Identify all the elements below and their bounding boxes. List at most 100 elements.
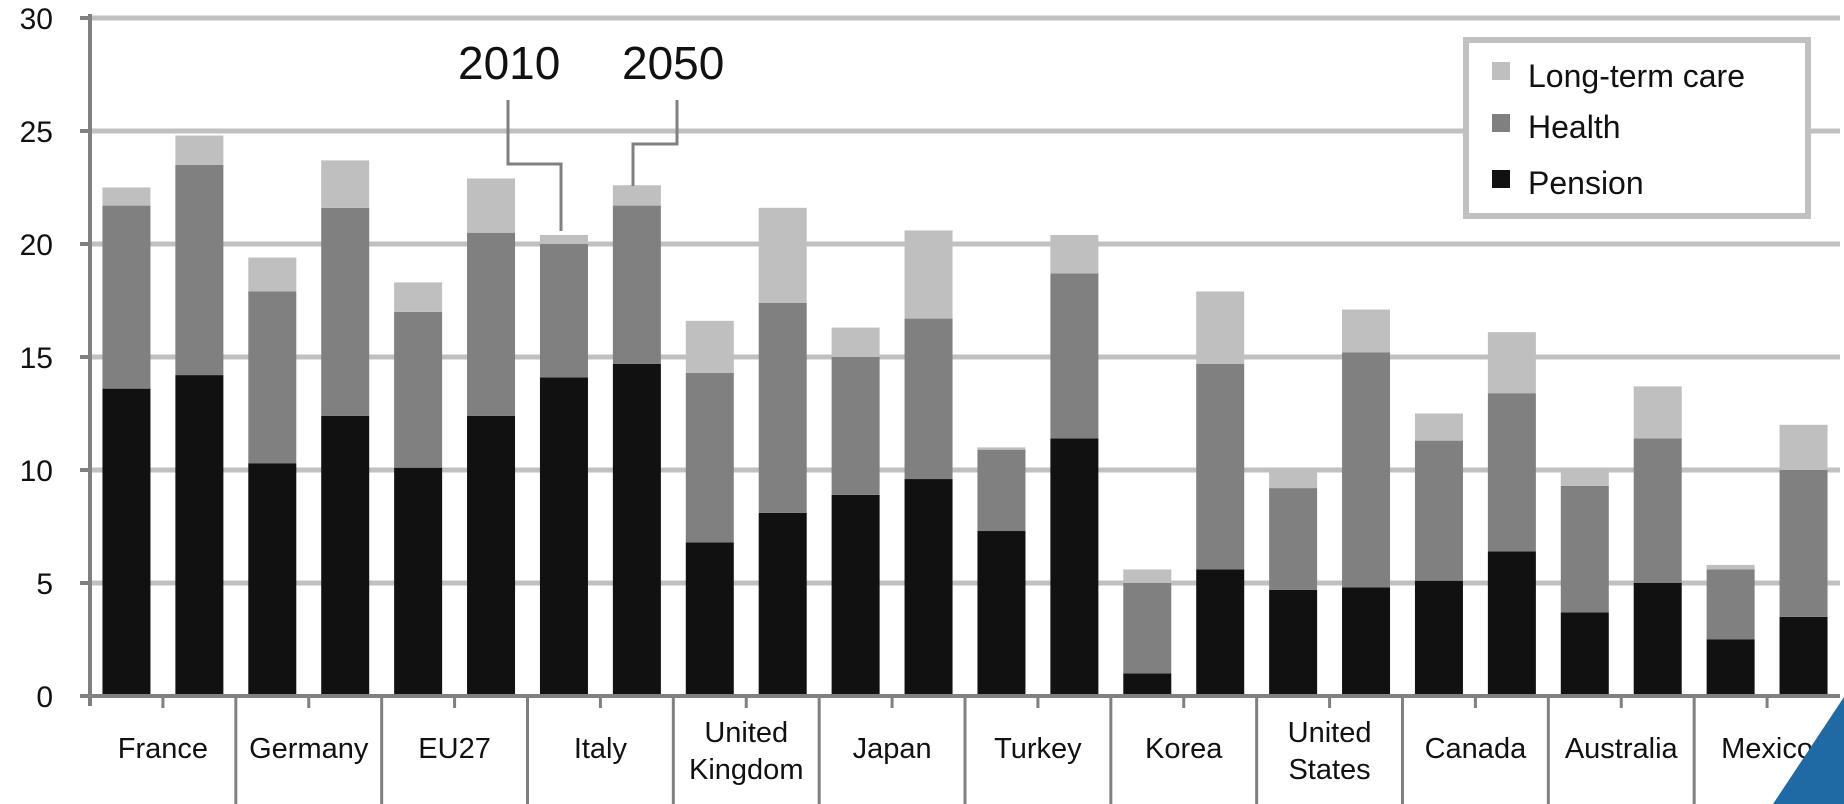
y-tick-label: 5	[36, 568, 53, 601]
bar-long-term-care-2050	[1487, 332, 1536, 394]
bar-pension-2050	[612, 363, 661, 696]
bar-pension-2010	[1560, 612, 1609, 696]
bar-health-2010	[394, 311, 443, 468]
bar-health-2050	[467, 232, 516, 416]
bar-pension-2050	[904, 479, 953, 696]
bar-pension-2010	[394, 467, 443, 696]
x-category-label: Mexico	[1721, 733, 1813, 765]
bar-long-term-care-2010	[1269, 467, 1318, 489]
x-category-label: Korea	[1145, 733, 1223, 765]
bar-pension-2050	[321, 415, 370, 696]
bar-pension-2010	[102, 388, 151, 696]
bar-health-2050	[904, 318, 953, 480]
bars	[102, 135, 1828, 696]
annotation-2050-leader	[631, 100, 679, 186]
y-tick-label: 15	[20, 342, 53, 375]
bar-long-term-care-2010	[831, 327, 880, 357]
bar-pension-2010	[685, 542, 734, 696]
bar-long-term-care-2050	[1633, 386, 1682, 439]
gridlines	[90, 15, 1840, 586]
bar-health-2010	[1560, 485, 1609, 613]
bar-long-term-care-2050	[1050, 234, 1099, 274]
bar-pension-2050	[758, 512, 807, 696]
bar-health-2050	[1779, 470, 1828, 617]
legend-box	[1463, 37, 1811, 219]
year-callouts: 2010 2050	[458, 37, 724, 231]
annotation-2010: 2010	[458, 37, 560, 89]
y-tick-label: 30	[20, 3, 53, 36]
bar-long-term-care-2050	[467, 178, 516, 233]
legend-swatch-long-term-care	[1492, 62, 1510, 80]
y-axis-ticks: 0 5 10 15 20 25 30	[20, 3, 53, 714]
bar-pension-2010	[1414, 580, 1463, 696]
bar-long-term-care-2050	[321, 160, 370, 208]
legend: Long-term care Health Pension	[1463, 37, 1811, 219]
legend-swatch-health	[1492, 114, 1510, 132]
bar-health-2010	[102, 205, 151, 389]
bar-health-2050	[758, 302, 807, 513]
bar-pension-2010	[1706, 639, 1755, 696]
bar-pension-2010	[1269, 589, 1318, 696]
bar-long-term-care-2010	[248, 257, 297, 292]
bar-health-2010	[1706, 569, 1755, 640]
bar-health-2050	[612, 205, 661, 364]
annotation-2050: 2050	[622, 37, 724, 89]
bar-pension-2050	[1779, 616, 1828, 696]
bar-long-term-care-2050	[175, 135, 224, 165]
bar-long-term-care-2050	[904, 230, 953, 319]
bar-long-term-care-2050	[1342, 309, 1391, 353]
bar-health-2050	[1487, 393, 1536, 552]
x-category-label: France	[118, 733, 208, 765]
bar-health-2050	[1050, 273, 1099, 439]
bar-health-2010	[685, 372, 734, 543]
bar-health-2050	[321, 207, 370, 416]
bar-pension-2050	[1196, 569, 1245, 696]
x-axis-categories: France Germany EU27 Italy United Kingdom Japan…	[118, 717, 1813, 786]
bar-health-2010	[1269, 488, 1318, 590]
legend-label-pension: Pension	[1528, 165, 1644, 201]
bar-long-term-care-2050	[758, 207, 807, 303]
bar-long-term-care-2010	[1414, 413, 1463, 441]
y-tick-label: 0	[36, 681, 53, 714]
bar-long-term-care-2010	[394, 282, 443, 312]
bar-pension-2050	[467, 415, 516, 696]
bar-pension-2010	[248, 463, 297, 696]
bar-pension-2050	[1487, 551, 1536, 696]
axes	[80, 14, 1840, 804]
bar-long-term-care-2050	[1196, 291, 1245, 364]
bar-health-2010	[831, 357, 880, 495]
x-category-label: EU27	[418, 733, 491, 765]
bar-long-term-care-2010	[1123, 569, 1172, 583]
x-category-label: Australia	[1565, 733, 1679, 765]
y-tick-label: 20	[20, 229, 53, 262]
x-category-label: Japan	[853, 733, 932, 765]
x-category-label: United Kingdom	[689, 717, 803, 786]
bar-long-term-care-2010	[102, 187, 151, 206]
x-category-label: Canada	[1425, 733, 1527, 765]
bar-pension-2010	[1123, 673, 1172, 696]
bar-long-term-care-2010	[685, 320, 734, 373]
bar-health-2010	[248, 291, 297, 464]
bar-health-2010	[1123, 583, 1172, 674]
bar-long-term-care-2050	[1779, 424, 1828, 470]
bar-pension-2050	[1342, 587, 1391, 696]
bar-pension-2050	[1050, 438, 1099, 696]
bar-health-2010	[1414, 440, 1463, 581]
bar-pension-2010	[539, 377, 588, 696]
legend-swatch-pension	[1492, 170, 1510, 188]
bar-health-2010	[977, 449, 1026, 532]
legend-label-health: Health	[1528, 109, 1621, 145]
x-category-label: Turkey	[994, 733, 1082, 765]
bar-long-term-care-2010	[977, 447, 1026, 450]
y-tick-label: 10	[20, 455, 53, 488]
bar-health-2050	[1196, 363, 1245, 570]
bar-long-term-care-2010	[1706, 564, 1755, 570]
bar-long-term-care-2050	[612, 185, 661, 206]
annotation-2010-leader	[506, 100, 563, 231]
bar-health-2050	[1633, 438, 1682, 583]
bar-pension-2050	[1633, 583, 1682, 696]
x-category-label: Italy	[574, 733, 628, 765]
corner-decoration	[1773, 697, 1844, 804]
legend-label-long-term-care: Long-term care	[1528, 58, 1745, 94]
